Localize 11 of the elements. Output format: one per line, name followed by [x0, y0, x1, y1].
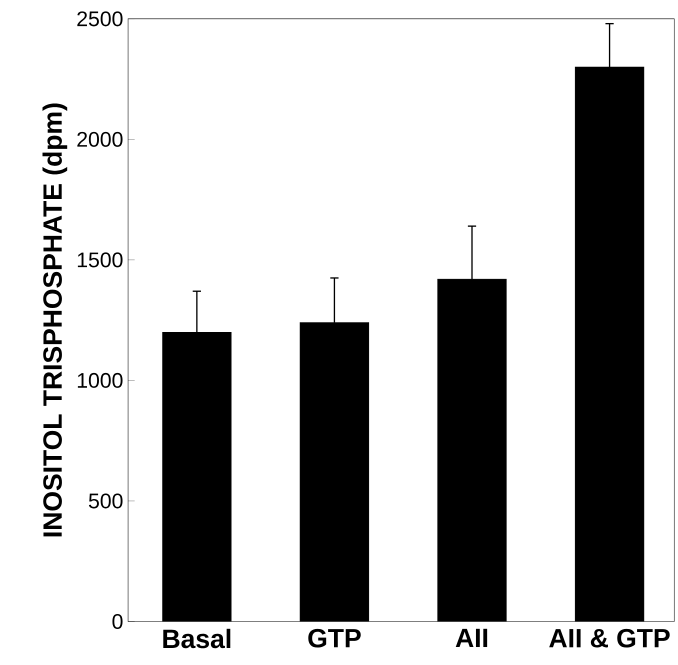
x-tick-label: GTP [308, 628, 361, 648]
y-tick-label: 2000 [77, 132, 123, 147]
y-axis-title: INOSITOL TRISPHOSPHATE (dpm) [42, 104, 68, 536]
y-tick-label: 0 [112, 614, 123, 630]
y-tick-label: 500 [88, 494, 123, 509]
y-tick-label: 1500 [78, 252, 123, 268]
y-tick-label: 2500 [77, 11, 123, 26]
y-tick-label: 1000 [78, 373, 123, 388]
x-tick-label: Basal [163, 628, 230, 648]
x-tick-label: AII [456, 628, 488, 648]
x-tick-label: AII & GTP [549, 628, 670, 648]
